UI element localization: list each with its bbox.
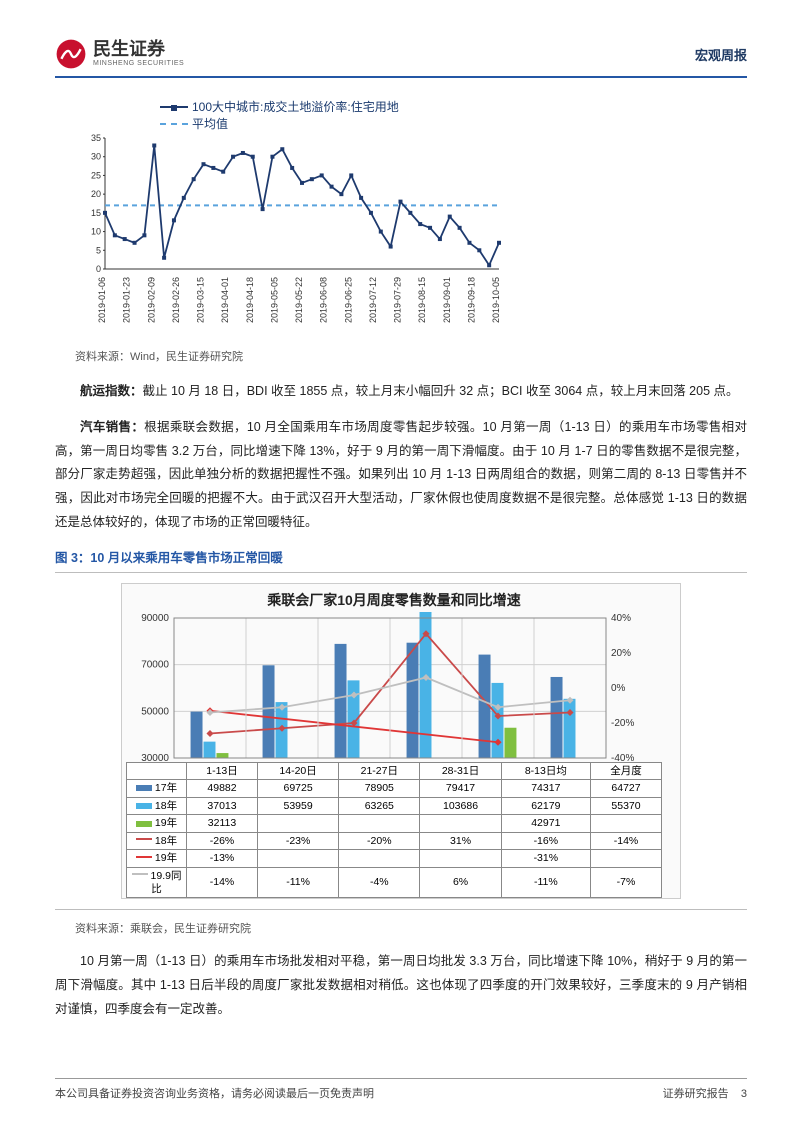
svg-text:2019-05-05: 2019-05-05 <box>269 277 279 323</box>
svg-text:2019-04-18: 2019-04-18 <box>245 277 255 323</box>
fig3-divider <box>55 572 747 573</box>
para-auto: 汽车销售：根据乘联会数据，10 月全国乘用车市场周度零售起步较强。10 月第一周… <box>55 416 747 535</box>
doc-type: 宏观周报 <box>695 45 747 64</box>
svg-text:2019-03-15: 2019-03-15 <box>196 277 206 323</box>
svg-text:-20%: -20% <box>611 718 634 729</box>
svg-text:20%: 20% <box>611 648 631 659</box>
svg-text:2019-06-25: 2019-06-25 <box>343 277 353 323</box>
company-name-cn: 民生证券 <box>93 40 184 60</box>
footer-right: 证券研究报告 3 <box>663 1085 747 1101</box>
svg-text:2019-01-23: 2019-01-23 <box>122 277 132 323</box>
svg-text:2019-04-01: 2019-04-01 <box>220 277 230 323</box>
svg-text:25: 25 <box>91 170 101 180</box>
chart1-source: 资料来源：Wind，民生证券研究院 <box>75 348 747 364</box>
footer-disclaimer: 本公司具备证券投资咨询业务资格，请务必阅读最后一页免责声明 <box>55 1085 374 1101</box>
chart2-title: 乘联会厂家10月周度零售数量和同比增速 <box>126 590 662 610</box>
svg-text:2019-01-06: 2019-01-06 <box>97 277 107 323</box>
svg-text:35: 35 <box>91 134 101 143</box>
legend-series-label: 100大中城市:成交土地溢价率:住宅用地 <box>192 98 399 115</box>
para1-body: 截止 10 月 18 日，BDI 收至 1855 点，较上月末小幅回升 32 点… <box>143 384 739 398</box>
svg-text:30000: 30000 <box>141 753 169 762</box>
svg-text:40%: 40% <box>611 613 631 624</box>
svg-text:2019-07-12: 2019-07-12 <box>368 277 378 323</box>
svg-text:90000: 90000 <box>141 613 169 624</box>
svg-text:-40%: -40% <box>611 753 634 762</box>
para-wholesale: 10 月第一周（1-13 日）的乘用车市场批发相对平稳，第一周日均批发 3.3 … <box>55 950 747 1021</box>
svg-text:2019-09-18: 2019-09-18 <box>466 277 476 323</box>
chart1-container: 100大中城市:成交土地溢价率:住宅用地 平均值 0 5 10 15 20 25 30 35 2… <box>75 98 747 344</box>
chart2-table: 1-13日14-20日21-27日28-31日8-13日均全月度17年49882… <box>126 762 662 899</box>
svg-text:2019-09-01: 2019-09-01 <box>442 277 452 323</box>
svg-text:0: 0 <box>96 264 101 274</box>
svg-text:10: 10 <box>91 227 101 237</box>
svg-text:20: 20 <box>91 189 101 199</box>
svg-text:2019-05-22: 2019-05-22 <box>294 277 304 323</box>
svg-text:2019-02-26: 2019-02-26 <box>171 277 181 323</box>
svg-text:2019-07-29: 2019-07-29 <box>393 277 403 323</box>
chart2-inner: 乘联会厂家10月周度零售数量和同比增速 30000 50000 70000 90000… <box>121 583 681 900</box>
legend-series: 100大中城市:成交土地溢价率:住宅用地 <box>160 98 399 115</box>
chart2-source: 资料来源：乘联会，民生证券研究院 <box>75 920 747 936</box>
svg-text:0%: 0% <box>611 683 626 694</box>
chart2-container: 乘联会厂家10月周度零售数量和同比增速 30000 50000 70000 90000… <box>121 583 681 900</box>
logo-text: 民生证券 MINSHENG SECURITIES <box>93 40 184 67</box>
legend-avg: 平均值 <box>160 115 228 132</box>
logo-block: 民生证券 MINSHENG SECURITIES <box>55 38 184 70</box>
page-header: 民生证券 MINSHENG SECURITIES 宏观周报 <box>55 38 747 70</box>
fig3-divider-bottom <box>55 909 747 910</box>
svg-text:15: 15 <box>91 208 101 218</box>
para2-body: 根据乘联会数据，10 月全国乘用车市场周度零售起步较强。10 月第一周（1-13… <box>55 420 747 529</box>
fig3-title: 图 3：10 月以来乘用车零售市场正常回暖 <box>55 547 747 566</box>
svg-text:70000: 70000 <box>141 659 169 670</box>
para2-lead: 汽车销售： <box>80 420 144 434</box>
company-logo-icon <box>55 38 87 70</box>
para-shipping: 航运指数：截止 10 月 18 日，BDI 收至 1855 点，较上月末小幅回升… <box>55 380 747 404</box>
para1-lead: 航运指数： <box>80 384 143 398</box>
svg-text:2019-02-09: 2019-02-09 <box>146 277 156 323</box>
footer-divider <box>55 1078 747 1079</box>
svg-text:50000: 50000 <box>141 706 169 717</box>
company-name-en: MINSHENG SECURITIES <box>93 60 184 68</box>
page-number: 3 <box>741 1088 747 1100</box>
page-footer: 本公司具备证券投资咨询业务资格，请务必阅读最后一页免责声明 证券研究报告 3 <box>55 1078 747 1101</box>
header-divider <box>55 76 747 78</box>
svg-text:2019-10-05: 2019-10-05 <box>491 277 501 323</box>
svg-text:2019-06-08: 2019-06-08 <box>319 277 329 323</box>
chart2-svg: 30000 50000 70000 90000 -40% -20% 0% 20% 40% <box>126 612 646 762</box>
svg-text:30: 30 <box>91 152 101 162</box>
chart1-svg: 0 5 10 15 20 25 30 35 2019-01-06 2019-01-23 2019-0… <box>75 134 505 339</box>
svg-text:2019-08-15: 2019-08-15 <box>417 277 427 323</box>
chart1-legend-avg: 平均值 <box>160 115 747 132</box>
chart1-legend: 100大中城市:成交土地溢价率:住宅用地 <box>160 98 747 115</box>
legend-avg-label: 平均值 <box>192 115 228 132</box>
svg-text:5: 5 <box>96 245 101 255</box>
